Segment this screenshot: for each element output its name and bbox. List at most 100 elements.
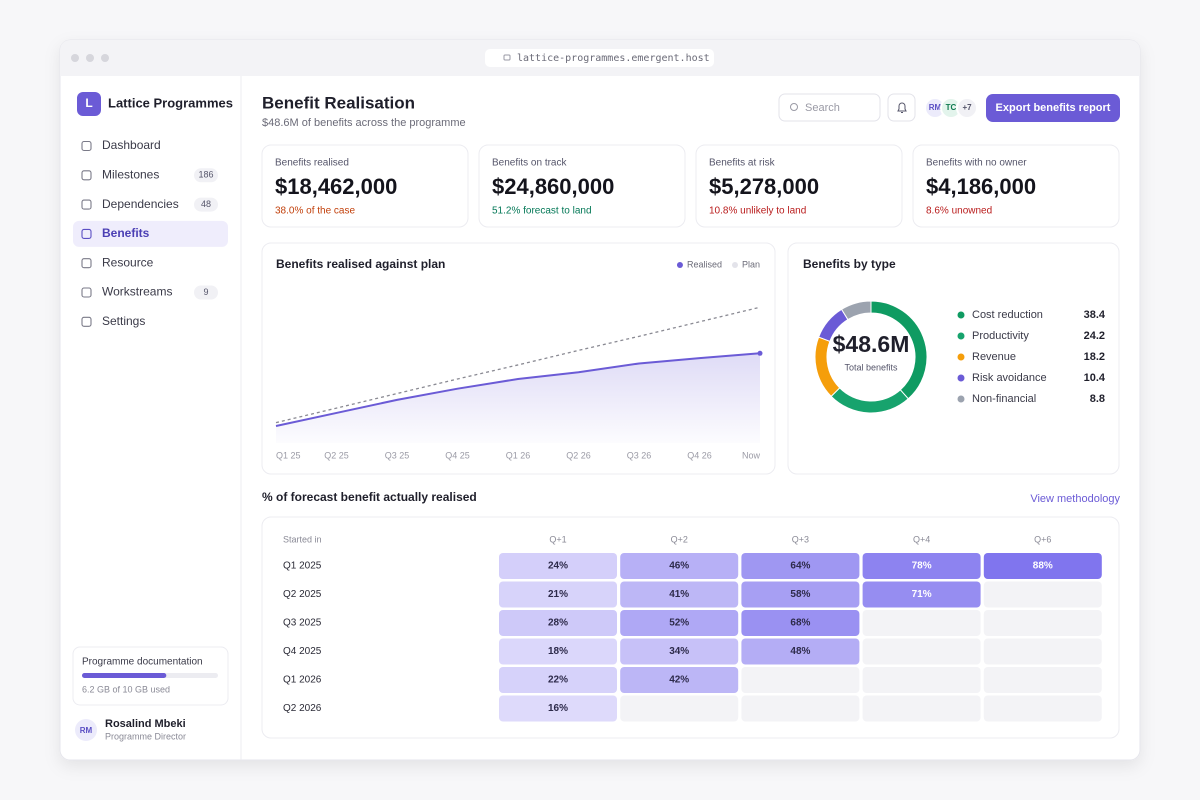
brand-name: Lattice Programmes	[108, 95, 233, 110]
window-dot	[86, 54, 94, 62]
legend-label: Productivity	[972, 330, 1029, 342]
row-label: Q1 2025	[283, 561, 322, 572]
legend-value: 38.4	[1084, 309, 1106, 321]
cell-label: 58%	[790, 589, 810, 600]
x-tick-label: Now	[742, 450, 761, 460]
cell-label: 64%	[790, 561, 810, 572]
column-header: Q+2	[671, 534, 688, 544]
storage-title: Programme documentation	[82, 657, 203, 668]
row-label: Q4 2025	[283, 646, 322, 657]
nav-label[interactable]: Dependencies	[102, 197, 179, 211]
nav-badge: 186	[198, 170, 213, 180]
column-header: Q+4	[913, 534, 930, 544]
kpi-note: 38.0% of the case	[275, 206, 355, 217]
search-icon	[790, 103, 798, 111]
kpi-note: 51.2% forecast to land	[492, 206, 592, 217]
cell-label: 48%	[790, 646, 810, 657]
user-avatar	[75, 719, 97, 741]
chart-title: Benefits realised against plan	[276, 257, 445, 271]
cell-label: 42%	[669, 675, 689, 686]
search-box[interactable]	[778, 93, 881, 122]
nav-label[interactable]: Milestones	[102, 167, 159, 181]
kpi-label: Benefits with no owner	[926, 158, 1027, 169]
empty-cell	[983, 581, 1102, 608]
x-tick-label: Q2 25	[324, 450, 349, 460]
legend-label: Cost reduction	[972, 309, 1043, 321]
legend-value: 24.2	[1084, 330, 1105, 342]
nav-label[interactable]: Dashboard	[102, 138, 161, 152]
chart-title: Benefits by type	[803, 257, 896, 271]
nav-active-bg	[73, 220, 228, 247]
legend-swatch	[676, 262, 683, 268]
line	[275, 352, 761, 428]
cell-label: 28%	[548, 618, 568, 629]
cell-label: 46%	[669, 561, 689, 572]
nav-label[interactable]: Settings	[102, 314, 145, 328]
nav-icon	[81, 228, 92, 239]
heat-cell	[741, 638, 860, 665]
user-initials: RM	[80, 726, 93, 735]
kpi-note: 8.6% unowned	[926, 206, 992, 217]
heat-cell	[620, 553, 739, 579]
area	[276, 353, 760, 443]
heat-cell	[620, 581, 739, 608]
nav-icon	[81, 140, 92, 152]
avatar-label: +7	[962, 103, 972, 112]
legend-swatch	[957, 353, 965, 361]
storage-bar	[82, 673, 167, 678]
legend-swatch	[957, 374, 965, 382]
empty-cell	[862, 667, 981, 693]
page-subtitle: $48.6M of benefits across the programme	[262, 117, 466, 129]
kpi-card	[478, 144, 686, 228]
avatar	[956, 97, 978, 119]
x-tick-label: Q2 26	[566, 450, 591, 460]
heat-cell	[862, 553, 981, 579]
x-tick-label: Q4 25	[445, 450, 470, 460]
avatar-label: RM	[929, 103, 942, 112]
empty-cell	[741, 667, 860, 693]
empty-cell	[620, 695, 739, 722]
url-bar[interactable]	[485, 49, 714, 67]
legend-label: Risk avoidance	[972, 372, 1047, 384]
cell-label: 68%	[790, 618, 810, 629]
page-title: Benefit Realisation	[262, 93, 415, 112]
row-label: Q1 2026	[283, 675, 322, 686]
nav-label[interactable]: Benefits	[102, 226, 150, 240]
empty-cell	[983, 695, 1102, 722]
export-button[interactable]	[986, 94, 1120, 122]
notifications-button[interactable]	[887, 93, 916, 122]
row-label: Q3 2025	[283, 618, 322, 629]
heatmap: Q+1 Q+2 Q+3 Q+4 Q+6 Q1 2025 24% 46% 64% 78% 88% Q2 …	[283, 534, 1102, 722]
url: lattice-programmes.emergent.host	[517, 53, 710, 64]
column-header: Q+3	[792, 534, 809, 544]
heat-cell	[741, 581, 860, 608]
line-chart: Q1 25 Q2 25 Q3 25 Q4 25 Q1 26 Q2 26 Q3 26 Q4 26…	[275, 259, 763, 460]
legend-label: Plan	[742, 259, 760, 269]
empty-cell	[741, 695, 860, 722]
window-dot	[101, 54, 109, 62]
donut-card	[787, 242, 1120, 475]
legend-swatch	[957, 311, 965, 319]
legend-swatch	[957, 395, 965, 403]
search-placeholder: Search	[805, 102, 840, 114]
heat-cell	[620, 638, 739, 665]
nav-icon	[81, 199, 92, 210]
kpi-card	[261, 144, 469, 228]
nav-label[interactable]: Workstreams	[102, 285, 172, 299]
legend-label: Non-financial	[972, 393, 1036, 405]
empty-cell	[862, 638, 981, 665]
nav-icon	[81, 287, 92, 298]
empty-cell	[983, 638, 1102, 665]
kpi-label: Benefits realised	[275, 158, 349, 169]
nav-badge: 48	[201, 199, 211, 209]
avatar-label: TC	[946, 103, 957, 112]
heat-cell	[499, 581, 617, 608]
kpi-label: Benefits at risk	[709, 158, 776, 169]
nav-label[interactable]: Resource	[102, 255, 154, 269]
row-label: Q2 2025	[283, 589, 322, 600]
kpi-label: Benefits on track	[492, 158, 567, 169]
heat-cell	[741, 610, 860, 636]
methodology-link[interactable]: View methodology	[1030, 493, 1120, 505]
